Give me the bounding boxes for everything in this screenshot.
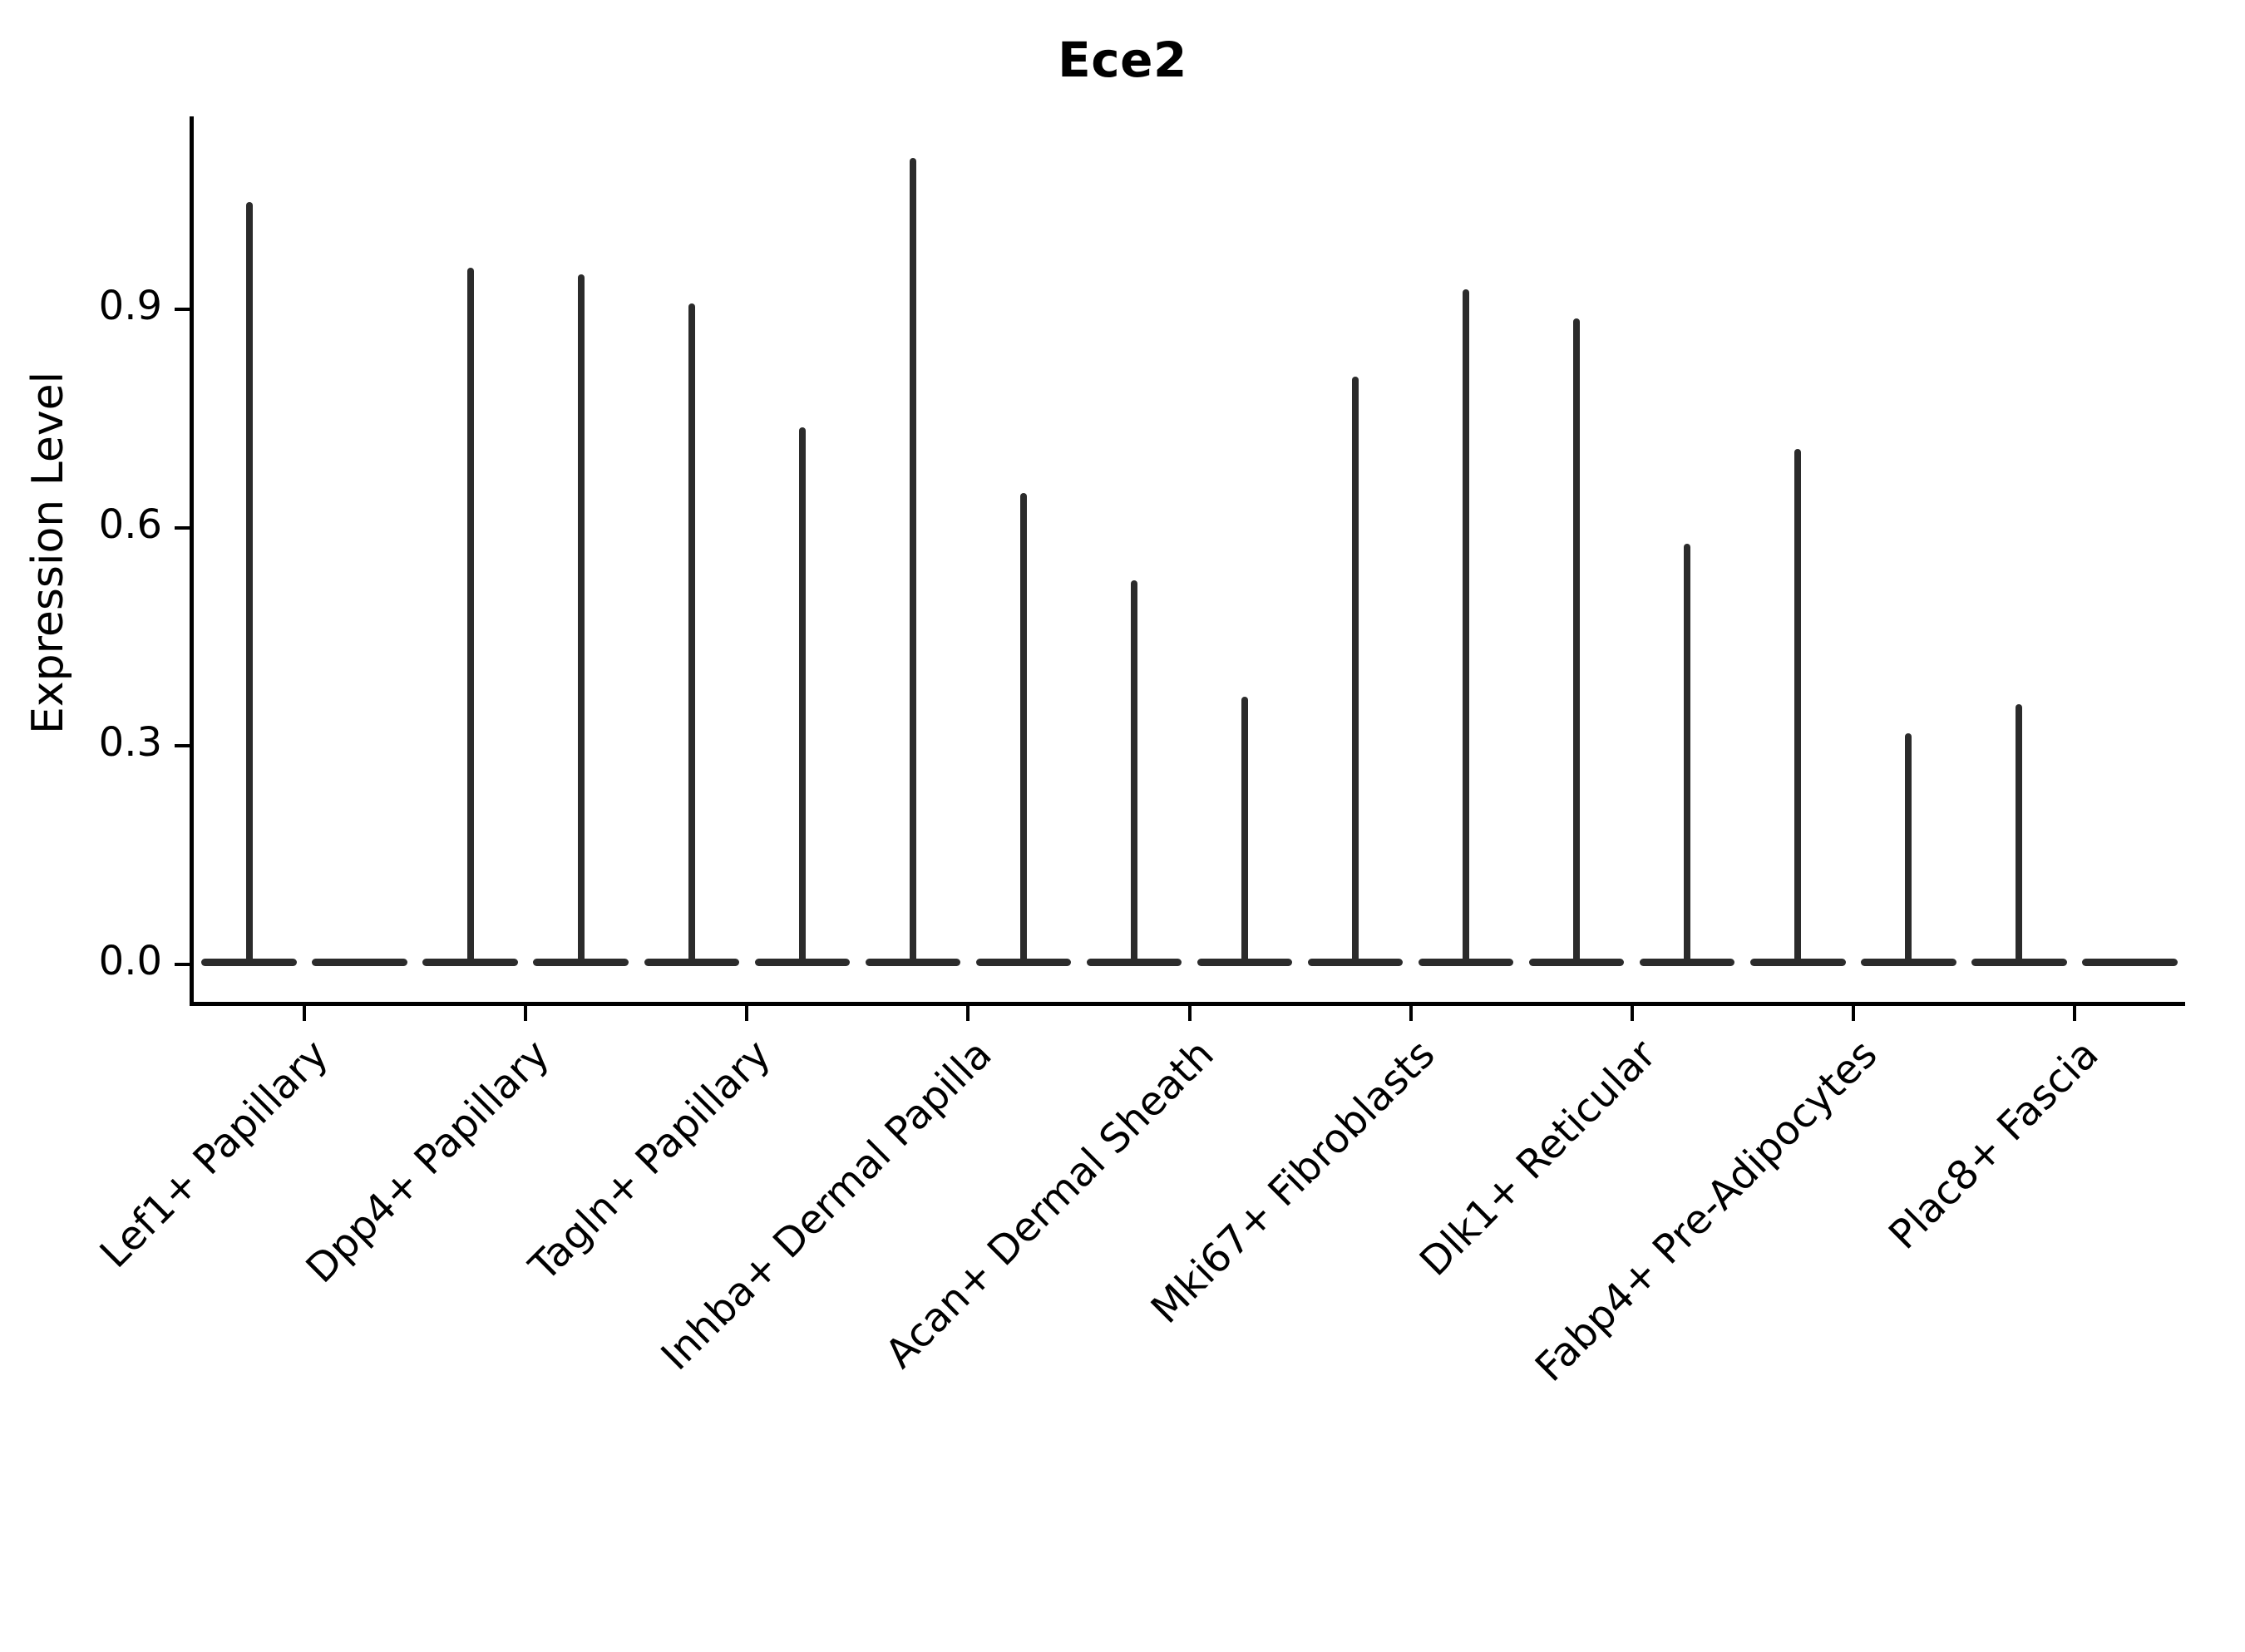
violin-baseline	[312, 959, 407, 966]
violin-shape	[194, 116, 2185, 1002]
violin-spike	[1463, 288, 1470, 966]
violin-shape	[194, 116, 2185, 1002]
violin-shape	[194, 116, 2185, 1002]
x-tick-mark	[1851, 1006, 1855, 1021]
violin-spike	[1573, 318, 1581, 966]
violin-shape	[194, 116, 2185, 1002]
y-tick-mark	[175, 744, 190, 748]
violin-shape	[194, 116, 2185, 1002]
x-tick-mark	[2072, 1006, 2076, 1021]
violin-spike	[1905, 732, 1912, 966]
y-tick-label: 0.6	[98, 501, 162, 548]
violin-shape	[194, 116, 2185, 1002]
x-tick-mark	[524, 1006, 528, 1021]
plot-area	[194, 116, 2185, 1002]
violin-shape	[194, 116, 2185, 1002]
violin-plot-figure: Ece2 Expression Level 0.0 0.3 0.6 0.9 Lef1+…	[23, 32, 2185, 1391]
y-tick-label: 0.0	[98, 938, 162, 984]
violin-spike	[688, 303, 695, 966]
violin-shape	[194, 116, 2185, 1002]
x-tick-mark	[1630, 1006, 1634, 1021]
violin-spike	[909, 158, 916, 966]
violin-shape	[194, 116, 2185, 1002]
violin-shape	[194, 116, 2185, 1002]
y-tick-label: 0.3	[98, 719, 162, 767]
violin-spike	[1019, 492, 1027, 966]
y-tick-mark	[175, 963, 190, 966]
violin-shape	[194, 116, 2185, 1002]
y-tick-mark	[175, 525, 190, 530]
y-tick-label: 0.9	[98, 283, 162, 330]
violin-spike	[798, 427, 806, 966]
violin-spike	[1794, 449, 1802, 966]
x-tick-mark	[1187, 1006, 1192, 1021]
violin-spike	[1684, 544, 1691, 966]
violin-baseline	[2082, 959, 2178, 966]
x-axis-spine	[190, 1002, 2185, 1006]
violin-spike	[1241, 697, 1249, 966]
violin-spike	[1130, 580, 1137, 966]
y-axis-spine	[190, 116, 194, 1006]
violin-shape	[194, 116, 2185, 1002]
x-tick-mark	[1409, 1006, 1413, 1021]
violin-spike	[245, 201, 253, 966]
violin-shape	[194, 116, 2185, 1002]
x-tick-mark	[303, 1006, 307, 1021]
violin-spike	[2016, 703, 2023, 966]
y-tick-mark	[175, 308, 190, 312]
violin-shape	[194, 116, 2185, 1002]
violin-shape	[194, 116, 2185, 1002]
x-tick-mark	[966, 1006, 970, 1021]
page-title: Ece2	[1058, 32, 1187, 88]
violin-shape	[194, 116, 2185, 1002]
violin-spike	[466, 267, 474, 966]
violin-spike	[1352, 376, 1359, 966]
violin-spike	[577, 274, 585, 966]
violin-shape	[194, 116, 2185, 1002]
violin-shape	[194, 116, 2185, 1002]
x-tick-mark	[745, 1006, 749, 1021]
